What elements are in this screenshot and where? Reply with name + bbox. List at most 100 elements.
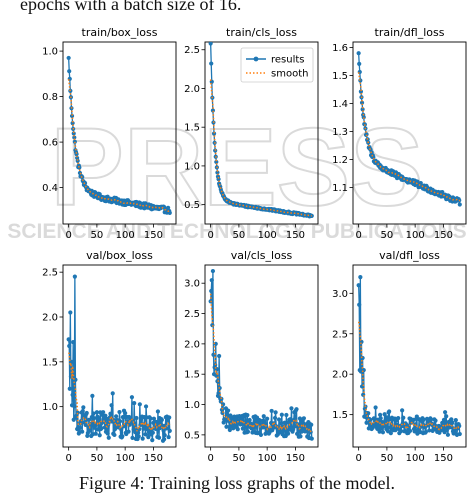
series-results-point	[359, 100, 365, 105]
series-results-point	[265, 416, 270, 421]
series-results-point	[66, 337, 71, 342]
y-tick-label: 2.5	[184, 309, 200, 320]
top-text: epochs with a batch size of 16.	[20, 0, 242, 14]
series-results-point	[428, 417, 434, 422]
series-results-point	[301, 416, 306, 421]
plot-frame	[62, 264, 177, 448]
plot-area	[208, 42, 314, 219]
x-tick-label: 100	[406, 453, 425, 464]
series-results-point	[117, 419, 123, 424]
series-results-point	[114, 414, 119, 419]
series-results-point	[130, 435, 135, 440]
y-tick-label: 2.0	[184, 84, 200, 95]
series-results-point	[105, 431, 110, 436]
series-results-point	[67, 343, 72, 349]
chart-train-cls: train/cls_loss 0 50 100 150 0.5 1.0 1.5 2.0 2.5 re…	[184, 26, 319, 241]
y-tick-label: 0.8	[42, 92, 58, 103]
series-results-point	[134, 415, 139, 421]
series-results-point	[407, 428, 413, 433]
series-results-point	[272, 415, 278, 421]
series-results-point	[364, 132, 369, 137]
x-tick-label: 0	[355, 230, 361, 241]
series-results-point	[67, 69, 72, 74]
series-results-point	[217, 353, 222, 359]
series-results-point	[240, 426, 245, 431]
series-results-point	[382, 412, 387, 417]
series-results-point	[361, 115, 366, 120]
series-results-point	[166, 434, 171, 440]
series-results-point	[309, 436, 314, 441]
series-results-point	[151, 416, 157, 421]
series-results-point	[357, 61, 362, 66]
series-results-point	[444, 414, 449, 419]
series-results-point	[364, 420, 369, 425]
x-tick-label: 150	[144, 453, 163, 464]
y-tick-label: 1.5	[42, 357, 58, 368]
plot-frame	[352, 264, 467, 448]
series-results-point	[123, 411, 128, 416]
series-results-point	[208, 42, 213, 46]
y-tick-label: 1.2	[332, 155, 348, 166]
y-tick-label: 1.0	[184, 400, 200, 411]
plot-frame	[62, 41, 177, 225]
series-results-point	[106, 435, 111, 440]
series-results-point	[161, 428, 166, 433]
y-tick-label: 2.0	[184, 339, 200, 350]
series-results-point	[449, 417, 454, 422]
plot-area	[208, 268, 314, 441]
chart-title: train/cls_loss	[226, 26, 297, 39]
series-results-point	[433, 418, 438, 423]
series-results-point	[167, 415, 172, 420]
plot-area	[66, 274, 172, 443]
series-results-point	[101, 410, 106, 415]
series-results-point	[68, 310, 73, 315]
series-results-point	[90, 393, 95, 398]
series-results-point	[132, 400, 137, 406]
x-tick-label: 100	[406, 230, 425, 241]
series-results-point	[427, 428, 432, 433]
series-results-point	[269, 408, 274, 414]
series-results-point	[93, 431, 98, 436]
chart-val-dfl: val/dfl_loss 0 50 100 150 1.5 2.0 2.5 3.0	[332, 249, 467, 464]
series-results-point	[137, 402, 142, 407]
chart-val-box: val/box_loss 0 50 100 150 1.0 1.5 2.0 2.5	[42, 249, 177, 464]
series-results-point	[421, 417, 426, 422]
series-results-point	[70, 121, 75, 126]
y-tick-label: 1.4	[332, 99, 348, 110]
series-results-point	[285, 431, 291, 436]
x-tick-label: 0	[65, 230, 71, 241]
series-results-point	[244, 423, 249, 428]
x-tick-label: 0	[355, 453, 361, 464]
series-results-point	[279, 412, 284, 417]
series-results-point	[108, 411, 113, 416]
series-results-point	[423, 429, 428, 435]
y-tick-label: 1.0	[184, 161, 200, 172]
series-results-point	[72, 135, 77, 140]
chart-title: val/cls_loss	[231, 249, 293, 262]
series-results-point	[103, 413, 108, 418]
y-tick-label: 0.5	[184, 200, 200, 211]
y-tick-label: 2.5	[332, 329, 348, 340]
series-results-point	[209, 61, 214, 66]
plot-frame	[204, 41, 319, 225]
series-results-point	[72, 274, 77, 279]
series-results-point	[291, 427, 296, 432]
legend-label-smooth: smooth	[271, 69, 308, 80]
series-results-point	[371, 416, 376, 421]
y-tick-label: 0.6	[42, 138, 58, 149]
y-tick-label: 1.5	[332, 410, 348, 421]
series-results-point	[71, 340, 76, 345]
series-results-point	[154, 419, 159, 425]
series-results-point	[150, 437, 155, 443]
series-results-point	[231, 426, 236, 431]
series-results-point	[383, 418, 388, 423]
series-results-point	[110, 391, 115, 396]
series-results-point	[209, 278, 214, 283]
series-results-point	[457, 431, 462, 437]
series-results-point	[356, 51, 361, 56]
x-tick-label: 150	[286, 230, 305, 241]
plot-frame	[204, 264, 319, 448]
series-results-point	[245, 413, 250, 418]
